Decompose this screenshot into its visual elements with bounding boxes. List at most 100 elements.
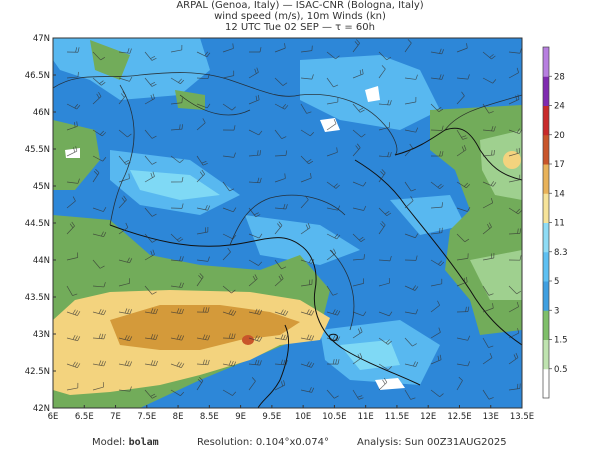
colorbar-swatch [543, 222, 549, 253]
wind-barb [482, 51, 496, 60]
wind-barb [92, 382, 104, 391]
wind-barb [118, 334, 133, 342]
wind-zone-red-spot [242, 335, 254, 345]
wind-barb [430, 259, 445, 266]
colorbar-label: 20 [554, 131, 565, 141]
wind-barb [456, 376, 463, 391]
wind-barb [196, 256, 210, 262]
wind-barb [274, 221, 283, 235]
lat-tick-label: 43.5N [25, 293, 50, 303]
lon-tick-label: 7E [110, 412, 121, 422]
wind-barb [300, 129, 315, 137]
wind-barb [66, 71, 79, 79]
wind-barb [118, 257, 133, 264]
wind-barb [300, 387, 315, 393]
wind-barb [482, 77, 497, 84]
colorbar-label: 0.5 [554, 365, 568, 375]
wind-barb [352, 311, 367, 317]
wind-barb [430, 103, 444, 113]
wind-barb [482, 125, 496, 132]
wind-barb [92, 155, 107, 162]
wind-barb [378, 311, 393, 317]
lat-tick-label: 42N [33, 404, 50, 414]
wind-barb [196, 103, 211, 109]
colorbar-label: 1.5 [554, 336, 568, 346]
wind-barb [326, 359, 340, 365]
wind-barb [352, 129, 366, 138]
lat-tick-label: 46N [33, 108, 50, 118]
wind-barb [508, 147, 520, 157]
wind-barb [92, 51, 106, 61]
wind-barb [456, 43, 468, 53]
wind-barb [92, 333, 106, 340]
wind-barb [508, 48, 522, 54]
wind-barb [378, 51, 392, 61]
wind-barb [144, 308, 158, 315]
wind-barb [300, 309, 315, 316]
wind-barb [378, 221, 386, 235]
wind-barb [248, 259, 263, 266]
wind-barb [118, 360, 133, 367]
wind-barb [300, 103, 312, 114]
lon-tick-label: 6E [48, 412, 59, 422]
wind-barb [352, 143, 361, 157]
wind-barb [352, 103, 365, 113]
wind-barb [456, 306, 470, 313]
wind-barb [430, 125, 444, 131]
wind-barb [66, 178, 80, 184]
wind-barb [378, 255, 392, 262]
lat-tick-label: 43N [33, 330, 50, 340]
colorbar-swatch [543, 310, 549, 340]
wind-barb [170, 361, 185, 369]
wind-barb [508, 255, 522, 261]
wind-barb [352, 389, 364, 400]
wind-barb [430, 278, 443, 287]
wind-barb [196, 51, 211, 58]
wind-zone-yellow-spot [503, 151, 521, 169]
wind-barb [326, 181, 340, 189]
wind-barb [404, 39, 412, 53]
wind-barb [378, 363, 393, 371]
wind-barb [196, 359, 210, 366]
wind-barb [118, 386, 132, 392]
wind-barb [144, 333, 158, 340]
wind-barb [482, 389, 494, 400]
colorbar-label: 11 [554, 219, 565, 229]
lon-tick-label: 13.5E [510, 412, 534, 422]
wind-barb [274, 173, 286, 183]
wind-barb [508, 207, 522, 215]
wind-barb [300, 222, 311, 235]
wind-barb [404, 337, 417, 347]
wind-barb [404, 389, 416, 400]
wind-barb [352, 181, 367, 187]
lat-tick-label: 42.5N [25, 367, 50, 377]
wind-barb [482, 253, 495, 261]
wind-barb [378, 169, 386, 183]
wind-barb [300, 195, 309, 209]
wind-barb [248, 233, 263, 239]
wind-zone-light-green [480, 130, 522, 200]
wind-barb [170, 176, 184, 183]
wind-zone-orange [110, 305, 300, 350]
wind-barb [222, 43, 234, 53]
colorbar-swatch [543, 105, 549, 136]
wind-barb [456, 91, 465, 105]
lat-tick-label: 47N [33, 34, 50, 44]
wind-barb [248, 274, 258, 287]
wind-barb [456, 129, 468, 140]
wind-barb [170, 256, 184, 262]
wind-barb [508, 285, 522, 295]
wind-barb [352, 352, 363, 365]
wind-barb [352, 68, 364, 79]
colorbar-label: 5 [554, 277, 559, 287]
wind-barb [196, 376, 204, 391]
lon-tick-label: 12.5E [447, 412, 471, 422]
wind-barb [430, 327, 441, 339]
colorbar-swatch [543, 368, 549, 399]
wind-barb [66, 252, 79, 261]
wind-barb [300, 361, 315, 368]
coastlines [109, 127, 522, 408]
wind-barb [404, 255, 418, 261]
colorbar-swatch [543, 339, 549, 370]
